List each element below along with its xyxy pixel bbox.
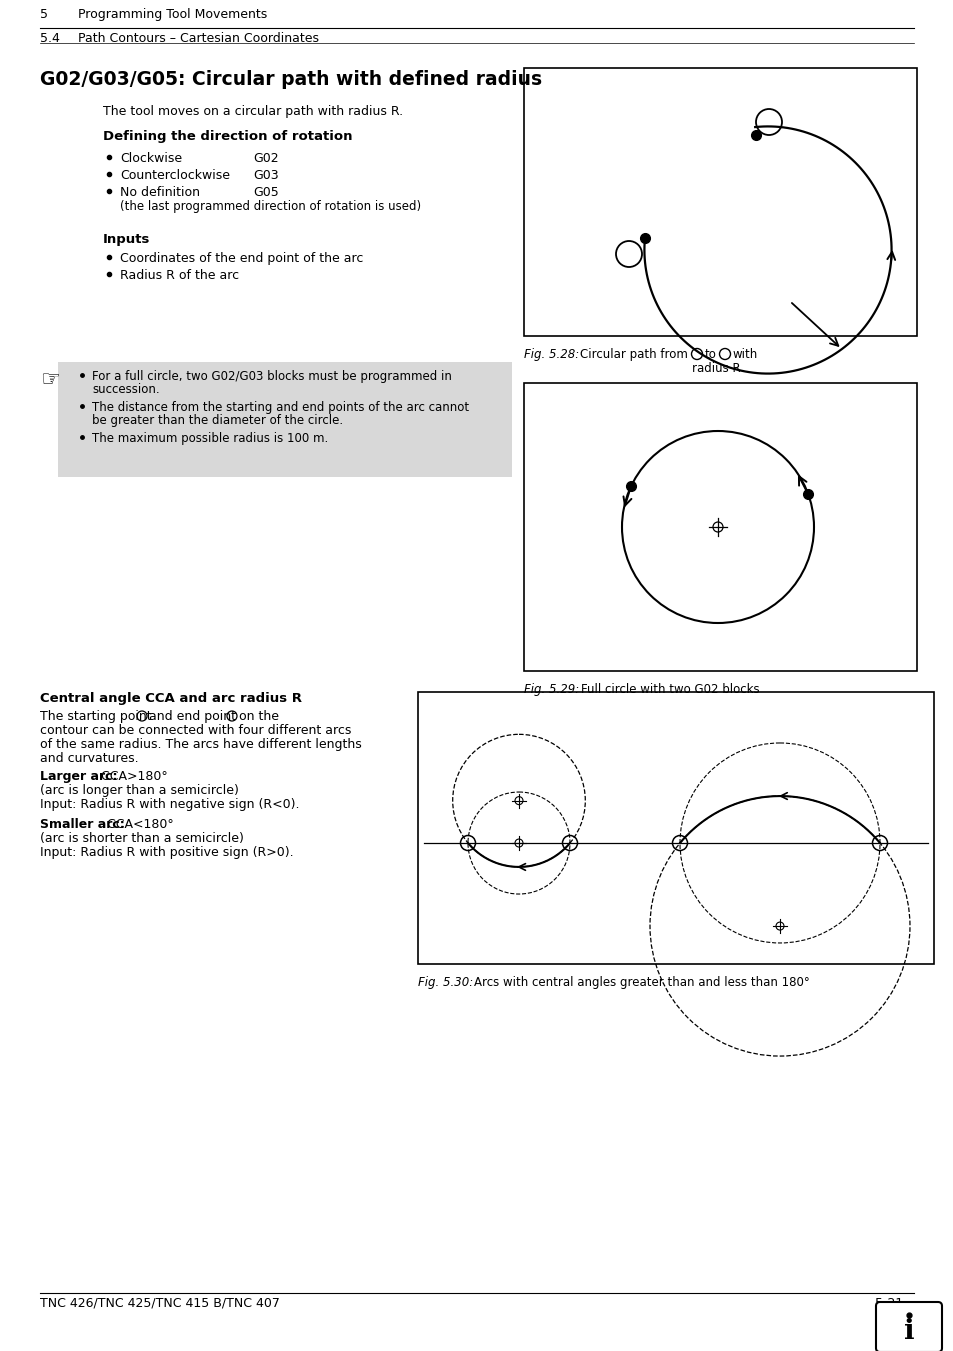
Text: Arcs with central angles greater than and less than 180°: Arcs with central angles greater than an…	[474, 975, 809, 989]
Text: Central angle CCA and arc radius R: Central angle CCA and arc radius R	[40, 692, 302, 705]
Text: succession.: succession.	[91, 382, 159, 396]
Text: The distance from the starting and end points of the arc cannot: The distance from the starting and end p…	[91, 401, 469, 413]
Text: i: i	[902, 1319, 913, 1346]
Text: to: to	[704, 349, 716, 361]
Text: 5.4: 5.4	[40, 32, 60, 45]
Text: For a full circle, two G02/G03 blocks must be programmed in: For a full circle, two G02/G03 blocks mu…	[91, 370, 452, 382]
Text: Fig. 5.30:: Fig. 5.30:	[417, 975, 473, 989]
Text: (arc is shorter than a semicircle): (arc is shorter than a semicircle)	[40, 832, 244, 844]
Text: No definition: No definition	[120, 186, 200, 199]
Text: The starting point: The starting point	[40, 711, 152, 723]
Text: G02/G03/G05: Circular path with defined radius: G02/G03/G05: Circular path with defined …	[40, 70, 541, 89]
Text: Radius R of the arc: Radius R of the arc	[120, 269, 239, 282]
Text: (arc is longer than a semicircle): (arc is longer than a semicircle)	[40, 784, 238, 797]
Text: Defining the direction of rotation: Defining the direction of rotation	[103, 130, 352, 143]
Text: Fig. 5.28:: Fig. 5.28:	[523, 349, 578, 361]
Text: Full circle with two G02 blocks: Full circle with two G02 blocks	[580, 684, 759, 696]
Text: CCA<180°: CCA<180°	[103, 817, 173, 831]
Text: with: with	[732, 349, 758, 361]
Text: Programming Tool Movements: Programming Tool Movements	[78, 8, 267, 22]
Text: of the same radius. The arcs have different lengths: of the same radius. The arcs have differ…	[40, 738, 361, 751]
Text: Smaller arc:: Smaller arc:	[40, 817, 125, 831]
Text: TNC 426/TNC 425/TNC 415 B/TNC 407: TNC 426/TNC 425/TNC 415 B/TNC 407	[40, 1297, 279, 1310]
Text: G05: G05	[253, 186, 278, 199]
Text: 5: 5	[40, 8, 48, 22]
Text: Input: Radius R with positive sign (R>0).: Input: Radius R with positive sign (R>0)…	[40, 846, 294, 859]
Text: The maximum possible radius is 100 m.: The maximum possible radius is 100 m.	[91, 432, 328, 444]
Text: ☞: ☞	[40, 370, 60, 390]
Text: Input: Radius R with negative sign (R<0).: Input: Radius R with negative sign (R<0)…	[40, 798, 299, 811]
Text: Coordinates of the end point of the arc: Coordinates of the end point of the arc	[120, 253, 363, 265]
Text: radius R: radius R	[691, 362, 740, 376]
Bar	[523, 68, 916, 336]
Text: and end point: and end point	[149, 711, 235, 723]
Text: Path Contours – Cartesian Coordinates: Path Contours – Cartesian Coordinates	[78, 32, 318, 45]
Text: G03: G03	[253, 169, 278, 182]
Text: (the last programmed direction of rotation is used): (the last programmed direction of rotati…	[120, 200, 420, 213]
Text: be greater than the diameter of the circle.: be greater than the diameter of the circ…	[91, 413, 343, 427]
Text: G02: G02	[253, 153, 278, 165]
Text: Circular path from: Circular path from	[579, 349, 687, 361]
Text: Clockwise: Clockwise	[120, 153, 182, 165]
Text: 5-21: 5-21	[874, 1297, 902, 1310]
Bar	[523, 382, 916, 671]
FancyBboxPatch shape	[875, 1302, 941, 1351]
Text: on the: on the	[239, 711, 278, 723]
Text: The tool moves on a circular path with radius R.: The tool moves on a circular path with r…	[103, 105, 403, 118]
Text: and curvatures.: and curvatures.	[40, 753, 138, 765]
Bar	[417, 692, 933, 965]
Text: contour can be connected with four different arcs: contour can be connected with four diffe…	[40, 724, 351, 738]
Text: Inputs: Inputs	[103, 232, 151, 246]
Text: Counterclockwise: Counterclockwise	[120, 169, 230, 182]
Text: Larger arc:: Larger arc:	[40, 770, 117, 784]
Bar	[58, 362, 512, 477]
Text: CCA>180°: CCA>180°	[97, 770, 168, 784]
Text: Fig. 5.29:: Fig. 5.29:	[523, 684, 578, 696]
